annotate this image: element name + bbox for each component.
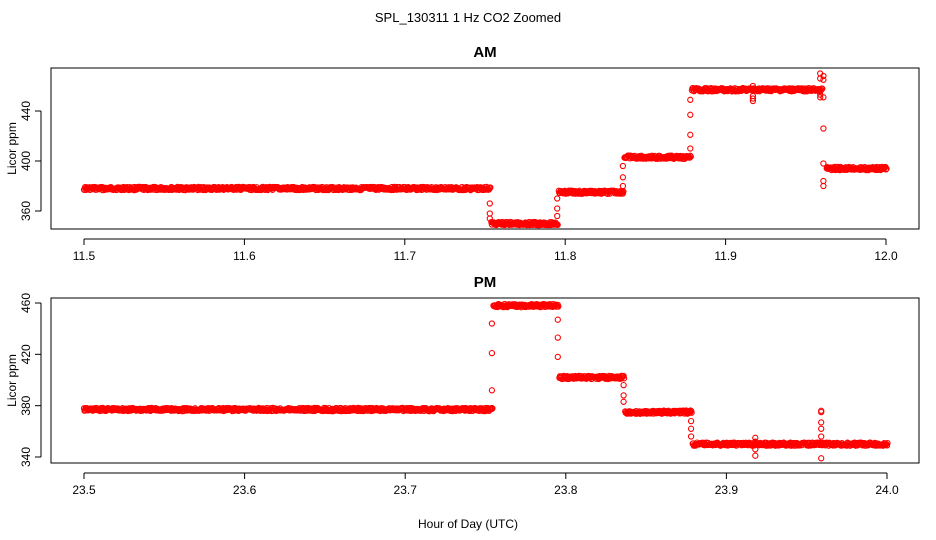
data-point	[554, 334, 561, 341]
data-point	[488, 320, 496, 327]
data-point	[555, 303, 562, 310]
data-point	[554, 316, 561, 323]
data-point	[554, 353, 561, 361]
data-point	[818, 433, 825, 440]
data-point	[687, 131, 694, 138]
data-point	[883, 165, 890, 172]
y-tick-label: 400	[19, 151, 33, 171]
data-point	[752, 434, 759, 441]
data-point	[820, 182, 827, 190]
data-point	[619, 174, 627, 181]
data-point	[820, 76, 827, 83]
data-points	[80, 300, 891, 462]
x-tick-label: 23.5	[72, 483, 96, 497]
x-axis-label: Hour of Day (UTC)	[418, 517, 518, 531]
data-point	[487, 184, 494, 191]
data-point	[620, 375, 628, 382]
y-tick-label: 420	[19, 344, 33, 364]
data-point	[749, 82, 757, 90]
data-point	[489, 405, 496, 412]
data-point	[687, 417, 695, 425]
data-point	[818, 425, 825, 432]
data-point	[620, 398, 627, 405]
data-point	[486, 200, 493, 207]
plot-frame	[50, 297, 920, 464]
data-point	[687, 111, 694, 118]
data-point	[554, 221, 561, 228]
data-point	[817, 94, 824, 101]
x-tick-label: 11.9	[714, 249, 737, 263]
data-point	[554, 195, 561, 202]
x-tick-label: 24.0	[875, 483, 899, 497]
data-point	[820, 177, 827, 185]
x-axis: 11.5 11.6 11.7 11.8 11.9 12.0	[73, 238, 898, 263]
data-point	[820, 125, 827, 132]
x-tick-label: 11.5	[73, 249, 96, 263]
pm-panel: PM Licor ppm 23.5 23.6 23.7 23.8 23.9 24.0 340 38…	[5, 274, 920, 497]
data-points	[80, 70, 890, 229]
data-point	[486, 210, 493, 217]
panel-title: AM	[473, 44, 496, 61]
y-axis-label: Licor ppm	[5, 122, 19, 175]
data-point	[554, 212, 561, 220]
data-point	[687, 425, 695, 432]
x-tick-label: 23.7	[394, 483, 418, 497]
data-point	[620, 392, 627, 399]
x-tick-label: 12.0	[874, 249, 898, 263]
data-point	[620, 381, 627, 389]
x-tick-label: 11.8	[554, 249, 577, 263]
data-point	[819, 85, 826, 92]
am-panel: AM Licor ppm 11.5 11.6 11.7 11.8 11.9 12.0 360 40…	[5, 44, 920, 263]
plot-frame	[50, 67, 920, 230]
x-tick-label: 11.6	[233, 249, 256, 263]
data-point	[749, 95, 757, 102]
x-tick-label: 23.6	[233, 483, 257, 497]
x-tick-label: 11.7	[394, 249, 417, 263]
data-point	[488, 387, 496, 394]
x-axis: 23.5 23.6 23.7 23.8 23.9 24.0	[72, 472, 899, 497]
data-point	[688, 409, 695, 416]
data-point	[687, 153, 694, 160]
x-tick-label: 23.9	[715, 483, 739, 497]
data-point	[687, 96, 694, 103]
y-tick-label: 340	[19, 447, 33, 467]
data-point	[687, 145, 694, 152]
data-point	[619, 162, 627, 170]
y-axis: 360 400 440	[19, 101, 42, 221]
data-point	[619, 182, 627, 190]
y-tick-label: 460	[19, 293, 33, 313]
y-axis: 340 380 420 460	[19, 293, 42, 467]
y-axis-label: Licor ppm	[5, 354, 19, 407]
data-point	[817, 91, 824, 98]
y-tick-label: 360	[19, 201, 33, 221]
data-point	[820, 160, 827, 167]
x-tick-label: 23.8	[554, 483, 578, 497]
panel-title: PM	[474, 274, 497, 291]
data-point	[752, 452, 759, 459]
y-tick-label: 440	[19, 101, 33, 121]
data-point	[752, 438, 759, 445]
data-point	[817, 70, 824, 77]
data-point	[818, 455, 825, 462]
data-point	[554, 205, 561, 212]
data-point	[486, 215, 493, 222]
figure-title: SPL_130311 1 Hz CO2 Zoomed	[375, 10, 561, 25]
data-point	[488, 349, 496, 357]
y-tick-label: 380	[19, 395, 33, 415]
data-point	[884, 439, 891, 447]
data-point	[818, 407, 825, 414]
data-point	[749, 92, 757, 100]
data-point	[687, 433, 695, 440]
data-point	[818, 419, 825, 426]
data-point	[752, 446, 759, 453]
